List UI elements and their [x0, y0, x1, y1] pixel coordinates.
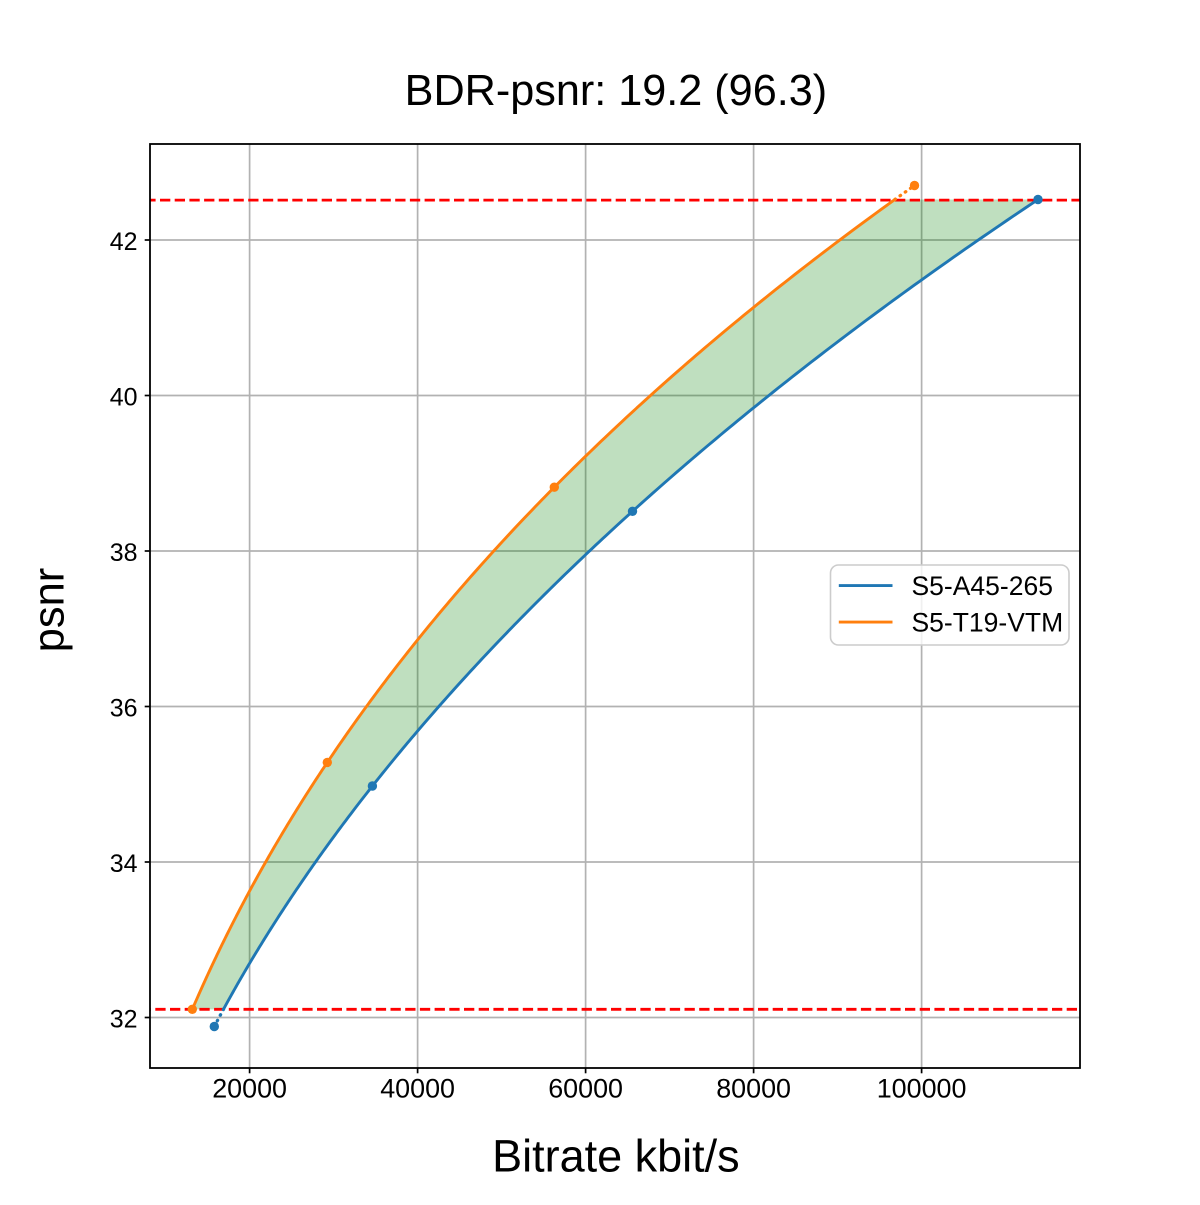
- svg-text:20000: 20000: [212, 1073, 287, 1103]
- svg-text:42: 42: [110, 228, 138, 256]
- svg-text:BDR-psnr: 19.2 (96.3): BDR-psnr: 19.2 (96.3): [405, 67, 827, 115]
- svg-text:34: 34: [110, 850, 138, 878]
- svg-text:60000: 60000: [548, 1073, 623, 1103]
- svg-text:38: 38: [110, 539, 138, 567]
- svg-text:psnr: psnr: [26, 568, 74, 652]
- svg-text:80000: 80000: [716, 1073, 791, 1103]
- svg-text:40: 40: [110, 384, 138, 412]
- svg-text:36: 36: [110, 695, 138, 723]
- svg-text:100000: 100000: [877, 1073, 967, 1103]
- svg-text:Bitrate kbit/s: Bitrate kbit/s: [492, 1130, 740, 1181]
- svg-text:S5-T19-VTM: S5-T19-VTM: [912, 607, 1064, 637]
- svg-text:32: 32: [110, 1006, 138, 1034]
- svg-text:40000: 40000: [380, 1073, 455, 1103]
- svg-text:S5-A45-265: S5-A45-265: [912, 571, 1053, 601]
